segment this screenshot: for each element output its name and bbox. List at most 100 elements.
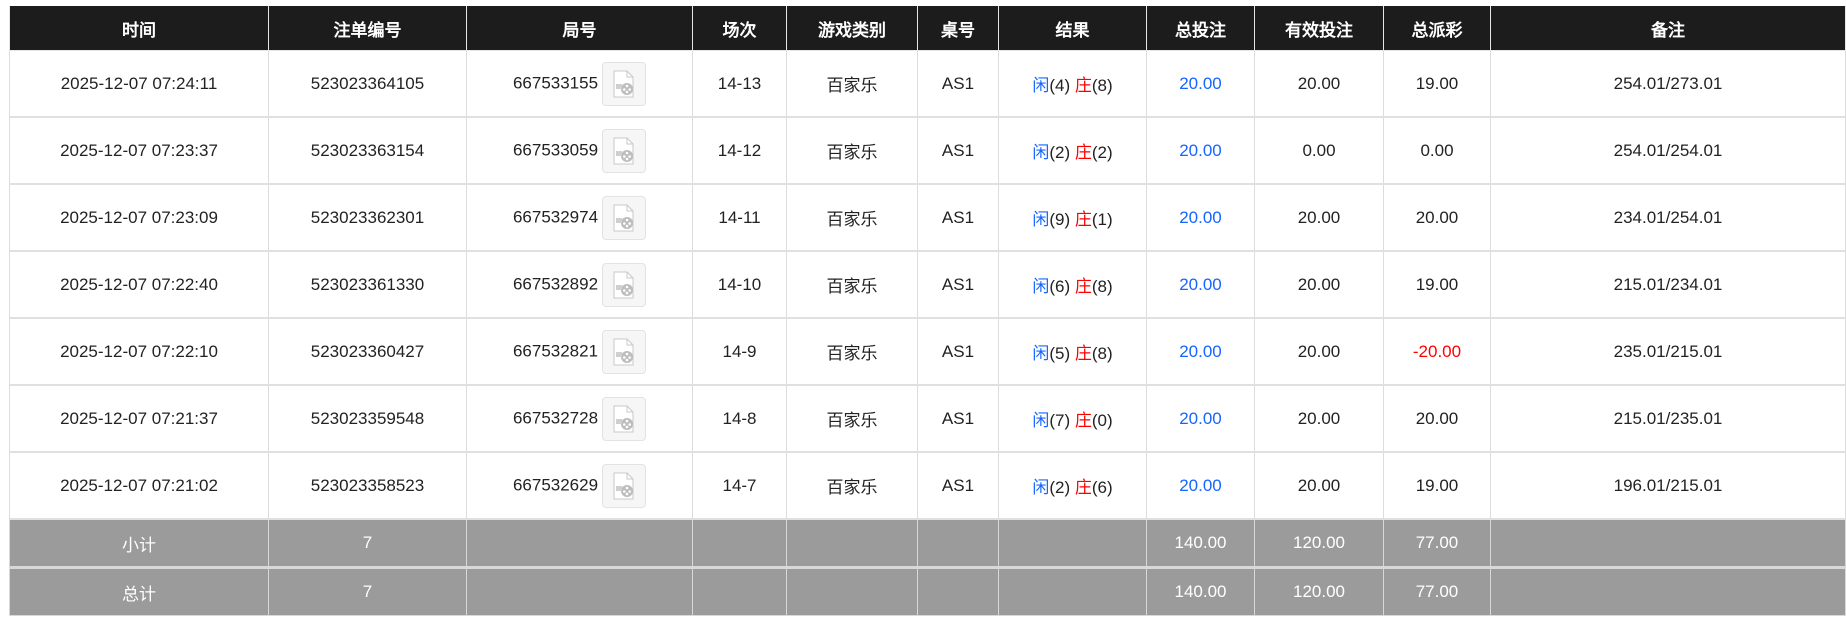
table-no-cell: AS1 (917, 451, 999, 520)
player-label: 闲 (1032, 143, 1050, 162)
total-bet-cell[interactable]: 20.00 (1146, 384, 1255, 453)
bet-id-cell: 523023359548 (268, 384, 467, 453)
banker-score: (0) (1091, 411, 1113, 430)
round-cell: 667532728 (466, 384, 693, 453)
bet-records-table: 时间 注单编号 局号 场次 游戏类别 桌号 结果 总投注 有效投注 总派彩 备注 2025-12-0… (9, 6, 1846, 616)
empty-cell (466, 518, 693, 568)
video-replay-icon[interactable] (602, 463, 647, 508)
game-type-cell: 百家乐 (786, 451, 918, 520)
empty-cell (917, 566, 999, 616)
game-type-cell: 百家乐 (786, 116, 918, 185)
total-bet-cell[interactable]: 20.00 (1146, 50, 1255, 118)
empty-cell (1490, 566, 1846, 616)
result-cell: 闲(2) 庄(2) (998, 116, 1147, 185)
game-type-cell: 百家乐 (786, 384, 918, 453)
round-cell: 667532821 (466, 317, 693, 386)
video-replay-icon[interactable] (602, 128, 647, 173)
header-valid-bet: 有效投注 (1254, 6, 1384, 51)
table-header: 时间 注单编号 局号 场次 游戏类别 桌号 结果 总投注 有效投注 总派彩 备注 (9, 6, 1846, 51)
remark-cell: 254.01/273.01 (1490, 50, 1846, 118)
bet-id-cell: 523023364105 (268, 50, 467, 118)
total-payout: 77.00 (1383, 566, 1491, 616)
video-replay-icon[interactable] (602, 195, 647, 240)
table-row: 2025-12-07 07:23:09 523023362301 6675329… (9, 183, 1846, 252)
empty-cell (917, 518, 999, 568)
payout-cell: 19.00 (1383, 250, 1491, 319)
banker-label: 庄 (1074, 277, 1092, 296)
game-type-cell: 百家乐 (786, 50, 918, 118)
banker-score: (8) (1091, 277, 1113, 296)
total-bet-cell[interactable]: 20.00 (1146, 183, 1255, 252)
round-cell: 667533059 (466, 116, 693, 185)
result-cell: 闲(2) 庄(6) (998, 451, 1147, 520)
round-number: 667532892 (512, 273, 599, 293)
result-cell: 闲(6) 庄(8) (998, 250, 1147, 319)
session-cell: 14-10 (692, 250, 787, 319)
round-cell: 667532629 (466, 451, 693, 520)
valid-bet-cell: 20.00 (1254, 451, 1384, 520)
table-row: 2025-12-07 07:22:40 523023361330 6675328… (9, 250, 1846, 319)
subtotal-payout: 77.00 (1383, 518, 1491, 568)
time-cell: 2025-12-07 07:23:37 (9, 116, 269, 185)
result-cell: 闲(9) 庄(1) (998, 183, 1147, 252)
subtotal-count: 7 (268, 518, 467, 568)
video-replay-icon[interactable] (602, 262, 647, 307)
total-count: 7 (268, 566, 467, 616)
total-bet-cell[interactable]: 20.00 (1146, 250, 1255, 319)
payout-cell: 20.00 (1383, 183, 1491, 252)
bet-id-cell: 523023360427 (268, 317, 467, 386)
subtotal-row: 小计 7 140.00 120.00 77.00 (9, 518, 1846, 568)
banker-score: (1) (1091, 210, 1113, 229)
remark-cell: 215.01/235.01 (1490, 384, 1846, 453)
total-valid-bet: 120.00 (1254, 566, 1384, 616)
total-total-bet: 140.00 (1146, 566, 1255, 616)
video-replay-icon[interactable] (602, 396, 647, 441)
video-replay-icon[interactable] (602, 329, 647, 374)
empty-cell (786, 518, 918, 568)
session-cell: 14-7 (692, 451, 787, 520)
remark-cell: 215.01/234.01 (1490, 250, 1846, 319)
player-label: 闲 (1032, 478, 1050, 497)
valid-bet-cell: 20.00 (1254, 183, 1384, 252)
result-cell: 闲(5) 庄(8) (998, 317, 1147, 386)
round-number: 667532821 (512, 340, 599, 360)
banker-label: 庄 (1074, 210, 1092, 229)
banker-score: (6) (1091, 478, 1113, 497)
valid-bet-cell: 20.00 (1254, 317, 1384, 386)
header-session: 场次 (692, 6, 787, 51)
empty-cell (692, 566, 787, 616)
player-score: (6) (1049, 277, 1071, 296)
header-total-bet: 总投注 (1146, 6, 1255, 51)
total-row: 总计 7 140.00 120.00 77.00 (9, 566, 1846, 616)
banker-score: (2) (1091, 143, 1113, 162)
session-cell: 14-12 (692, 116, 787, 185)
player-label: 闲 (1032, 344, 1050, 363)
header-game-type: 游戏类别 (786, 6, 918, 51)
game-type-cell: 百家乐 (786, 183, 918, 252)
empty-cell (1490, 518, 1846, 568)
table-no-cell: AS1 (917, 50, 999, 118)
banker-label: 庄 (1074, 411, 1092, 430)
player-label: 闲 (1032, 76, 1050, 95)
table-row: 2025-12-07 07:21:37 523023359548 6675327… (9, 384, 1846, 453)
result-cell: 闲(7) 庄(0) (998, 384, 1147, 453)
round-number: 667532629 (512, 474, 599, 494)
header-table-no: 桌号 (917, 6, 999, 51)
total-bet-cell[interactable]: 20.00 (1146, 116, 1255, 185)
time-cell: 2025-12-07 07:23:09 (9, 183, 269, 252)
time-cell: 2025-12-07 07:21:02 (9, 451, 269, 520)
payout-cell: 0.00 (1383, 116, 1491, 185)
total-bet-cell[interactable]: 20.00 (1146, 317, 1255, 386)
remark-cell: 234.01/254.01 (1490, 183, 1846, 252)
total-bet-cell[interactable]: 20.00 (1146, 451, 1255, 520)
video-replay-icon[interactable] (602, 61, 647, 106)
time-cell: 2025-12-07 07:21:37 (9, 384, 269, 453)
empty-cell (466, 566, 693, 616)
session-cell: 14-13 (692, 50, 787, 118)
valid-bet-cell: 0.00 (1254, 116, 1384, 185)
player-label: 闲 (1032, 411, 1050, 430)
empty-cell (998, 518, 1147, 568)
payout-cell: 19.00 (1383, 50, 1491, 118)
header-time: 时间 (9, 6, 269, 51)
table-no-cell: AS1 (917, 183, 999, 252)
